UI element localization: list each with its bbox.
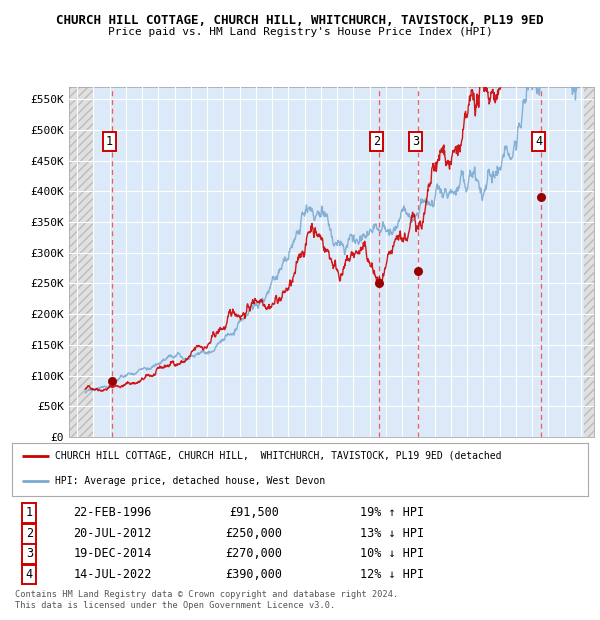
Text: Contains HM Land Registry data © Crown copyright and database right 2024.
This d: Contains HM Land Registry data © Crown c…	[15, 590, 398, 609]
Text: 20-JUL-2012: 20-JUL-2012	[74, 528, 152, 540]
Bar	[584, 87, 594, 437]
Bar	[69, 87, 92, 437]
Text: £250,000: £250,000	[226, 528, 283, 540]
Text: CHURCH HILL COTTAGE, CHURCH HILL,  WHITCHURCH, TAVISTOCK, PL19 9ED (detached: CHURCH HILL COTTAGE, CHURCH HILL, WHITCH…	[55, 451, 502, 461]
Text: £390,000: £390,000	[226, 568, 283, 581]
Text: 4: 4	[535, 135, 542, 148]
Text: 12% ↓ HPI: 12% ↓ HPI	[360, 568, 424, 581]
Text: 3: 3	[26, 547, 33, 560]
Text: 1: 1	[106, 135, 113, 148]
Text: CHURCH HILL COTTAGE, CHURCH HILL, WHITCHURCH, TAVISTOCK, PL19 9ED: CHURCH HILL COTTAGE, CHURCH HILL, WHITCH…	[56, 14, 544, 27]
Text: 22-FEB-1996: 22-FEB-1996	[74, 507, 152, 520]
Text: £270,000: £270,000	[226, 547, 283, 560]
Text: Price paid vs. HM Land Registry's House Price Index (HPI): Price paid vs. HM Land Registry's House …	[107, 27, 493, 37]
Text: 2: 2	[26, 528, 33, 540]
Text: HPI: Average price, detached house, West Devon: HPI: Average price, detached house, West…	[55, 476, 325, 486]
Text: 19-DEC-2014: 19-DEC-2014	[74, 547, 152, 560]
Text: 19% ↑ HPI: 19% ↑ HPI	[360, 507, 424, 520]
Text: £91,500: £91,500	[229, 507, 279, 520]
Text: 3: 3	[412, 135, 419, 148]
Text: 2: 2	[373, 135, 380, 148]
Text: 4: 4	[26, 568, 33, 581]
Text: 13% ↓ HPI: 13% ↓ HPI	[360, 528, 424, 540]
Text: 1: 1	[26, 507, 33, 520]
Text: 14-JUL-2022: 14-JUL-2022	[74, 568, 152, 581]
Text: 10% ↓ HPI: 10% ↓ HPI	[360, 547, 424, 560]
